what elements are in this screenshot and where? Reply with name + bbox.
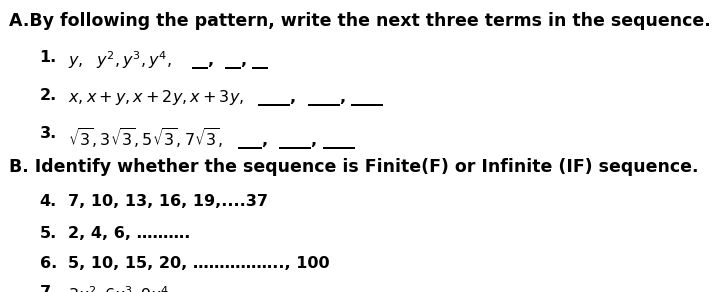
Text: $3x^2, 6x^3, 9x^4,$ …….,: $3x^2, 6x^3, 9x^4,$ …….,: [68, 285, 227, 292]
Text: $y,\ \ y^2, y^3, y^4,$   __,  __, __: $y,\ \ y^2, y^3, y^4,$ __, __, __: [68, 50, 271, 72]
Text: 5.: 5.: [40, 226, 57, 241]
Text: 4.: 4.: [40, 194, 57, 209]
Text: 6.: 6.: [40, 256, 57, 270]
Text: 7.: 7.: [40, 285, 57, 292]
Text: 2.: 2.: [40, 88, 57, 102]
Text: A.By following the pattern, write the next three terms in the sequence.: A.By following the pattern, write the ne…: [9, 12, 711, 30]
Text: B. Identify whether the sequence is Finite(F) or Infinite (IF) sequence.: B. Identify whether the sequence is Fini…: [9, 158, 699, 176]
Text: 3.: 3.: [40, 126, 57, 140]
Text: 1.: 1.: [40, 50, 57, 65]
Text: $x, x+y, x+2y, x+3y,$  ____,  ____, ____: $x, x+y, x+2y, x+3y,$ ____, ____, ____: [68, 88, 385, 107]
Text: 2, 4, 6, ……….: 2, 4, 6, ……….: [68, 226, 191, 241]
Text: 7, 10, 13, 16, 19,....37: 7, 10, 13, 16, 19,....37: [68, 194, 269, 209]
Text: 5, 10, 15, 20, …………….., 100: 5, 10, 15, 20, …………….., 100: [68, 256, 330, 270]
Text: $\sqrt{3}, 3\sqrt{3}, 5\sqrt{3}, 7\sqrt{3},$  ___,  ____, ____: $\sqrt{3}, 3\sqrt{3}, 5\sqrt{3}, 7\sqrt{…: [68, 126, 356, 152]
